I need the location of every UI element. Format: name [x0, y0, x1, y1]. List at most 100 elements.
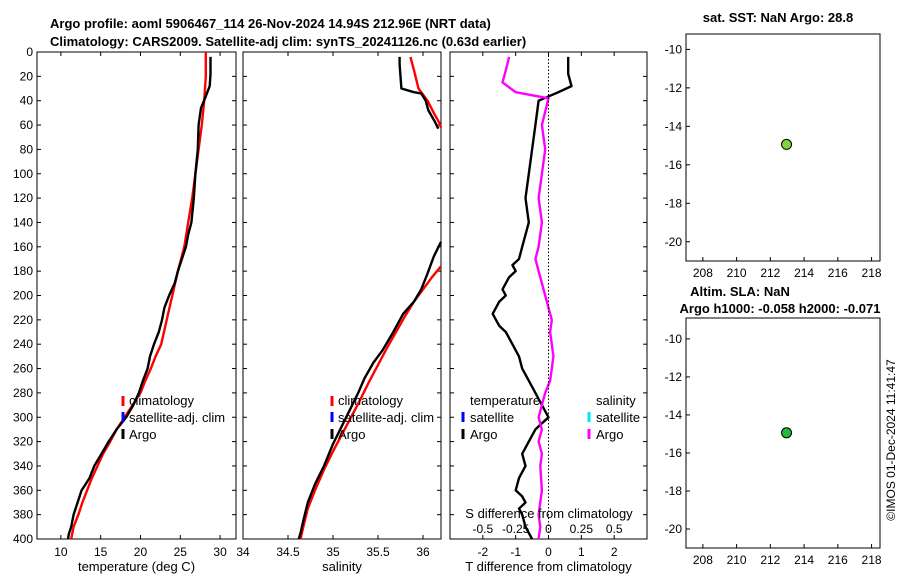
- legend-s-argo: Argo: [596, 427, 623, 442]
- profile-location-point: [781, 138, 793, 150]
- y-tick-label: 360: [13, 483, 33, 497]
- legend-climatology: climatology: [338, 393, 404, 408]
- y-tick-label: 100: [13, 167, 33, 181]
- x-tick-label: 34: [236, 545, 250, 559]
- credit-stamp: ©IMOS 01-Dec-2024 11:41:47: [884, 359, 898, 521]
- title-line-1: Argo profile: aoml 5906467_114 26-Nov-20…: [50, 16, 491, 31]
- y-tick-label: 220: [13, 313, 33, 327]
- x-tick-label: -1: [510, 545, 521, 559]
- x-tick-label: 208: [693, 266, 713, 280]
- y-tick-label: 380: [13, 508, 33, 522]
- sla-map-title-1: Altim. SLA: NaN: [690, 284, 790, 299]
- x-tick-label: 30: [213, 545, 227, 559]
- y-tick-label: -18: [665, 484, 683, 498]
- series-t-argo: [491, 56, 573, 540]
- y-tick-label: 140: [13, 215, 33, 229]
- legend-argo: Argo: [338, 427, 365, 442]
- y-tick-label: -14: [665, 119, 683, 133]
- y-tick-label: 60: [20, 118, 34, 132]
- legend-t-argo: Argo: [470, 427, 497, 442]
- x-tick-label: 218: [862, 266, 882, 280]
- y-tick-label: 180: [13, 264, 33, 278]
- y-tick-label: -16: [665, 446, 683, 460]
- series-climatology: [409, 56, 443, 128]
- x-tick-label: 216: [828, 553, 848, 567]
- y-tick-label: 80: [20, 142, 34, 156]
- series-argo: [66, 56, 212, 540]
- legend-s-satellite: satellite: [596, 410, 640, 425]
- x-tick-label: 1: [578, 545, 585, 559]
- x-axis-label: T difference from climatology: [465, 559, 632, 574]
- y-tick-label: 120: [13, 191, 33, 205]
- x-tick-label: -2: [477, 545, 488, 559]
- sla-map-panel: 208 210 212 214 216 218 -10 -12 -14 -16 -18 -20: [665, 317, 882, 567]
- x-tick-label: 36: [416, 545, 430, 559]
- y-tick-label: 280: [13, 386, 33, 400]
- sla-map-title-2: Argo h1000: -0.058 h2000: -0.071: [680, 301, 881, 316]
- temperature-panel: 0 20 40 60 80 100 120 140 160 180 200 220 240 260 280 3…: [13, 45, 237, 574]
- legend-climatology: climatology: [129, 393, 195, 408]
- legend-t-satellite: satellite: [470, 410, 514, 425]
- x-tick-label: 210: [727, 553, 747, 567]
- sst-map-title: sat. SST: NaN Argo: 28.8: [703, 10, 854, 25]
- series-argo: [398, 56, 440, 130]
- x-tick-label: 35.5: [366, 545, 390, 559]
- x-tick-label: 34.5: [276, 545, 300, 559]
- s-tick-label: -0.5: [472, 522, 493, 536]
- s-tick-label: 0.5: [606, 522, 623, 536]
- x-axis-label: salinity: [322, 559, 362, 574]
- sst-map-panel: 208 210 212 214 216 218 -10 -12 -14 -16 -18 -20: [665, 33, 882, 280]
- x-tick-label: 218: [862, 553, 882, 567]
- plot-frame: [36, 51, 237, 540]
- temperature-legend: climatology satellite-adj. clim Argo: [121, 393, 225, 442]
- x-tick-label: 210: [727, 266, 747, 280]
- y-tick-label: 400: [13, 532, 33, 546]
- y-tick-label: -20: [665, 235, 683, 249]
- y-tick-label: -16: [665, 158, 683, 172]
- series-argo_deep: [297, 241, 443, 540]
- y-tick-label: -20: [665, 522, 683, 536]
- y-tick-label: 300: [13, 410, 33, 424]
- x-tick-label: 216: [828, 266, 848, 280]
- x-tick-label: 10: [54, 545, 68, 559]
- legend-satellite-adj: satellite-adj. clim: [338, 410, 434, 425]
- x-tick-label: 2: [611, 545, 618, 559]
- s-axis-label: S difference from climatology: [465, 506, 633, 521]
- x-tick-label: 0: [545, 545, 552, 559]
- x-tick-label: 212: [760, 266, 780, 280]
- y-tick-label: -18: [665, 196, 683, 210]
- y-tick-label: -12: [665, 81, 683, 95]
- y-tick-label: 200: [13, 289, 33, 303]
- x-tick-label: 214: [794, 553, 814, 567]
- s-tick-label: -0.25: [502, 522, 530, 536]
- x-tick-label: 212: [760, 553, 780, 567]
- plot-frame: [242, 51, 442, 540]
- y-tick-label: 160: [13, 240, 33, 254]
- s-tick-label: 0.25: [570, 522, 594, 536]
- y-tick-label: 320: [13, 435, 33, 449]
- x-axis-label: temperature (deg C): [78, 559, 195, 574]
- title-line-2: Climatology: CARS2009. Satellite-adj cli…: [50, 34, 526, 49]
- y-tick-label: 240: [13, 337, 33, 351]
- x-tick-label: 20: [134, 545, 148, 559]
- y-tick-label: 340: [13, 459, 33, 473]
- y-tick-label: -12: [665, 370, 683, 384]
- y-tick-label: 260: [13, 362, 33, 376]
- salinity-legend: climatology satellite-adj. clim Argo: [330, 393, 434, 442]
- x-tick-label: 15: [94, 545, 108, 559]
- profile-location-point: [781, 427, 793, 439]
- y-tick-label: 40: [20, 94, 34, 108]
- y-tick-label: 20: [20, 69, 34, 83]
- difference-panel: -2 -1 0 1 2T difference from climatology -0.5…: [449, 51, 648, 574]
- y-tick-label: -10: [665, 42, 683, 56]
- salinity-panel: 34 34.5 35 35.5 36 salinity: [236, 51, 443, 574]
- y-tick-label: -14: [665, 408, 683, 422]
- legend-argo: Argo: [129, 427, 156, 442]
- x-tick-label: 214: [794, 266, 814, 280]
- legend-satellite-adj: satellite-adj. clim: [129, 410, 225, 425]
- y-tick-label: -10: [665, 332, 683, 346]
- difference-legend: temperature satellite Argo salinity sate…: [461, 393, 640, 442]
- legend-temperature-title: temperature: [470, 393, 540, 408]
- x-tick-label: 208: [693, 553, 713, 567]
